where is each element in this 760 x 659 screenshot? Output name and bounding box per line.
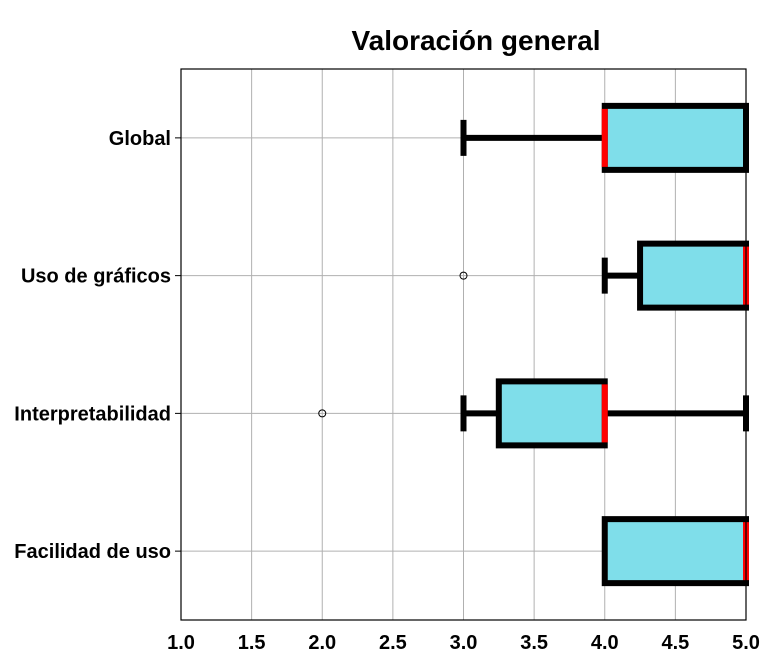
box xyxy=(601,516,749,587)
box xyxy=(601,102,749,173)
category-label: Global xyxy=(109,128,171,150)
category-label: Facilidad de uso xyxy=(14,541,171,563)
x-tick-label: 2.0 xyxy=(308,632,336,654)
axes: 1.0 1.5 2.0 2.5 3.0 3.5 4.0 4.5 5.0 Global Uso de … xyxy=(14,68,760,654)
x-tick-label: 4.0 xyxy=(591,632,619,654)
category-label: Uso de gráficos xyxy=(21,266,171,288)
box xyxy=(495,378,608,449)
box-group xyxy=(318,378,749,449)
box-group xyxy=(460,102,749,173)
x-tick-label: 2.5 xyxy=(379,632,407,654)
plot-frame xyxy=(180,68,747,621)
category-label: Interpretabilidad xyxy=(14,403,171,425)
box xyxy=(637,240,749,311)
x-tick-label: 4.5 xyxy=(661,632,689,654)
x-tick-label: 5.0 xyxy=(732,632,760,654)
box-group xyxy=(601,516,749,587)
x-tick-label: 1.0 xyxy=(167,632,195,654)
outlier-point xyxy=(459,271,468,280)
outlier-point xyxy=(318,409,327,418)
x-tick-label: 3.5 xyxy=(520,632,548,654)
chart-title: Valoración general xyxy=(352,25,601,56)
plot-area xyxy=(318,102,749,587)
x-tick-label: 3.0 xyxy=(450,632,478,654)
x-tick-label: 1.5 xyxy=(238,632,266,654)
